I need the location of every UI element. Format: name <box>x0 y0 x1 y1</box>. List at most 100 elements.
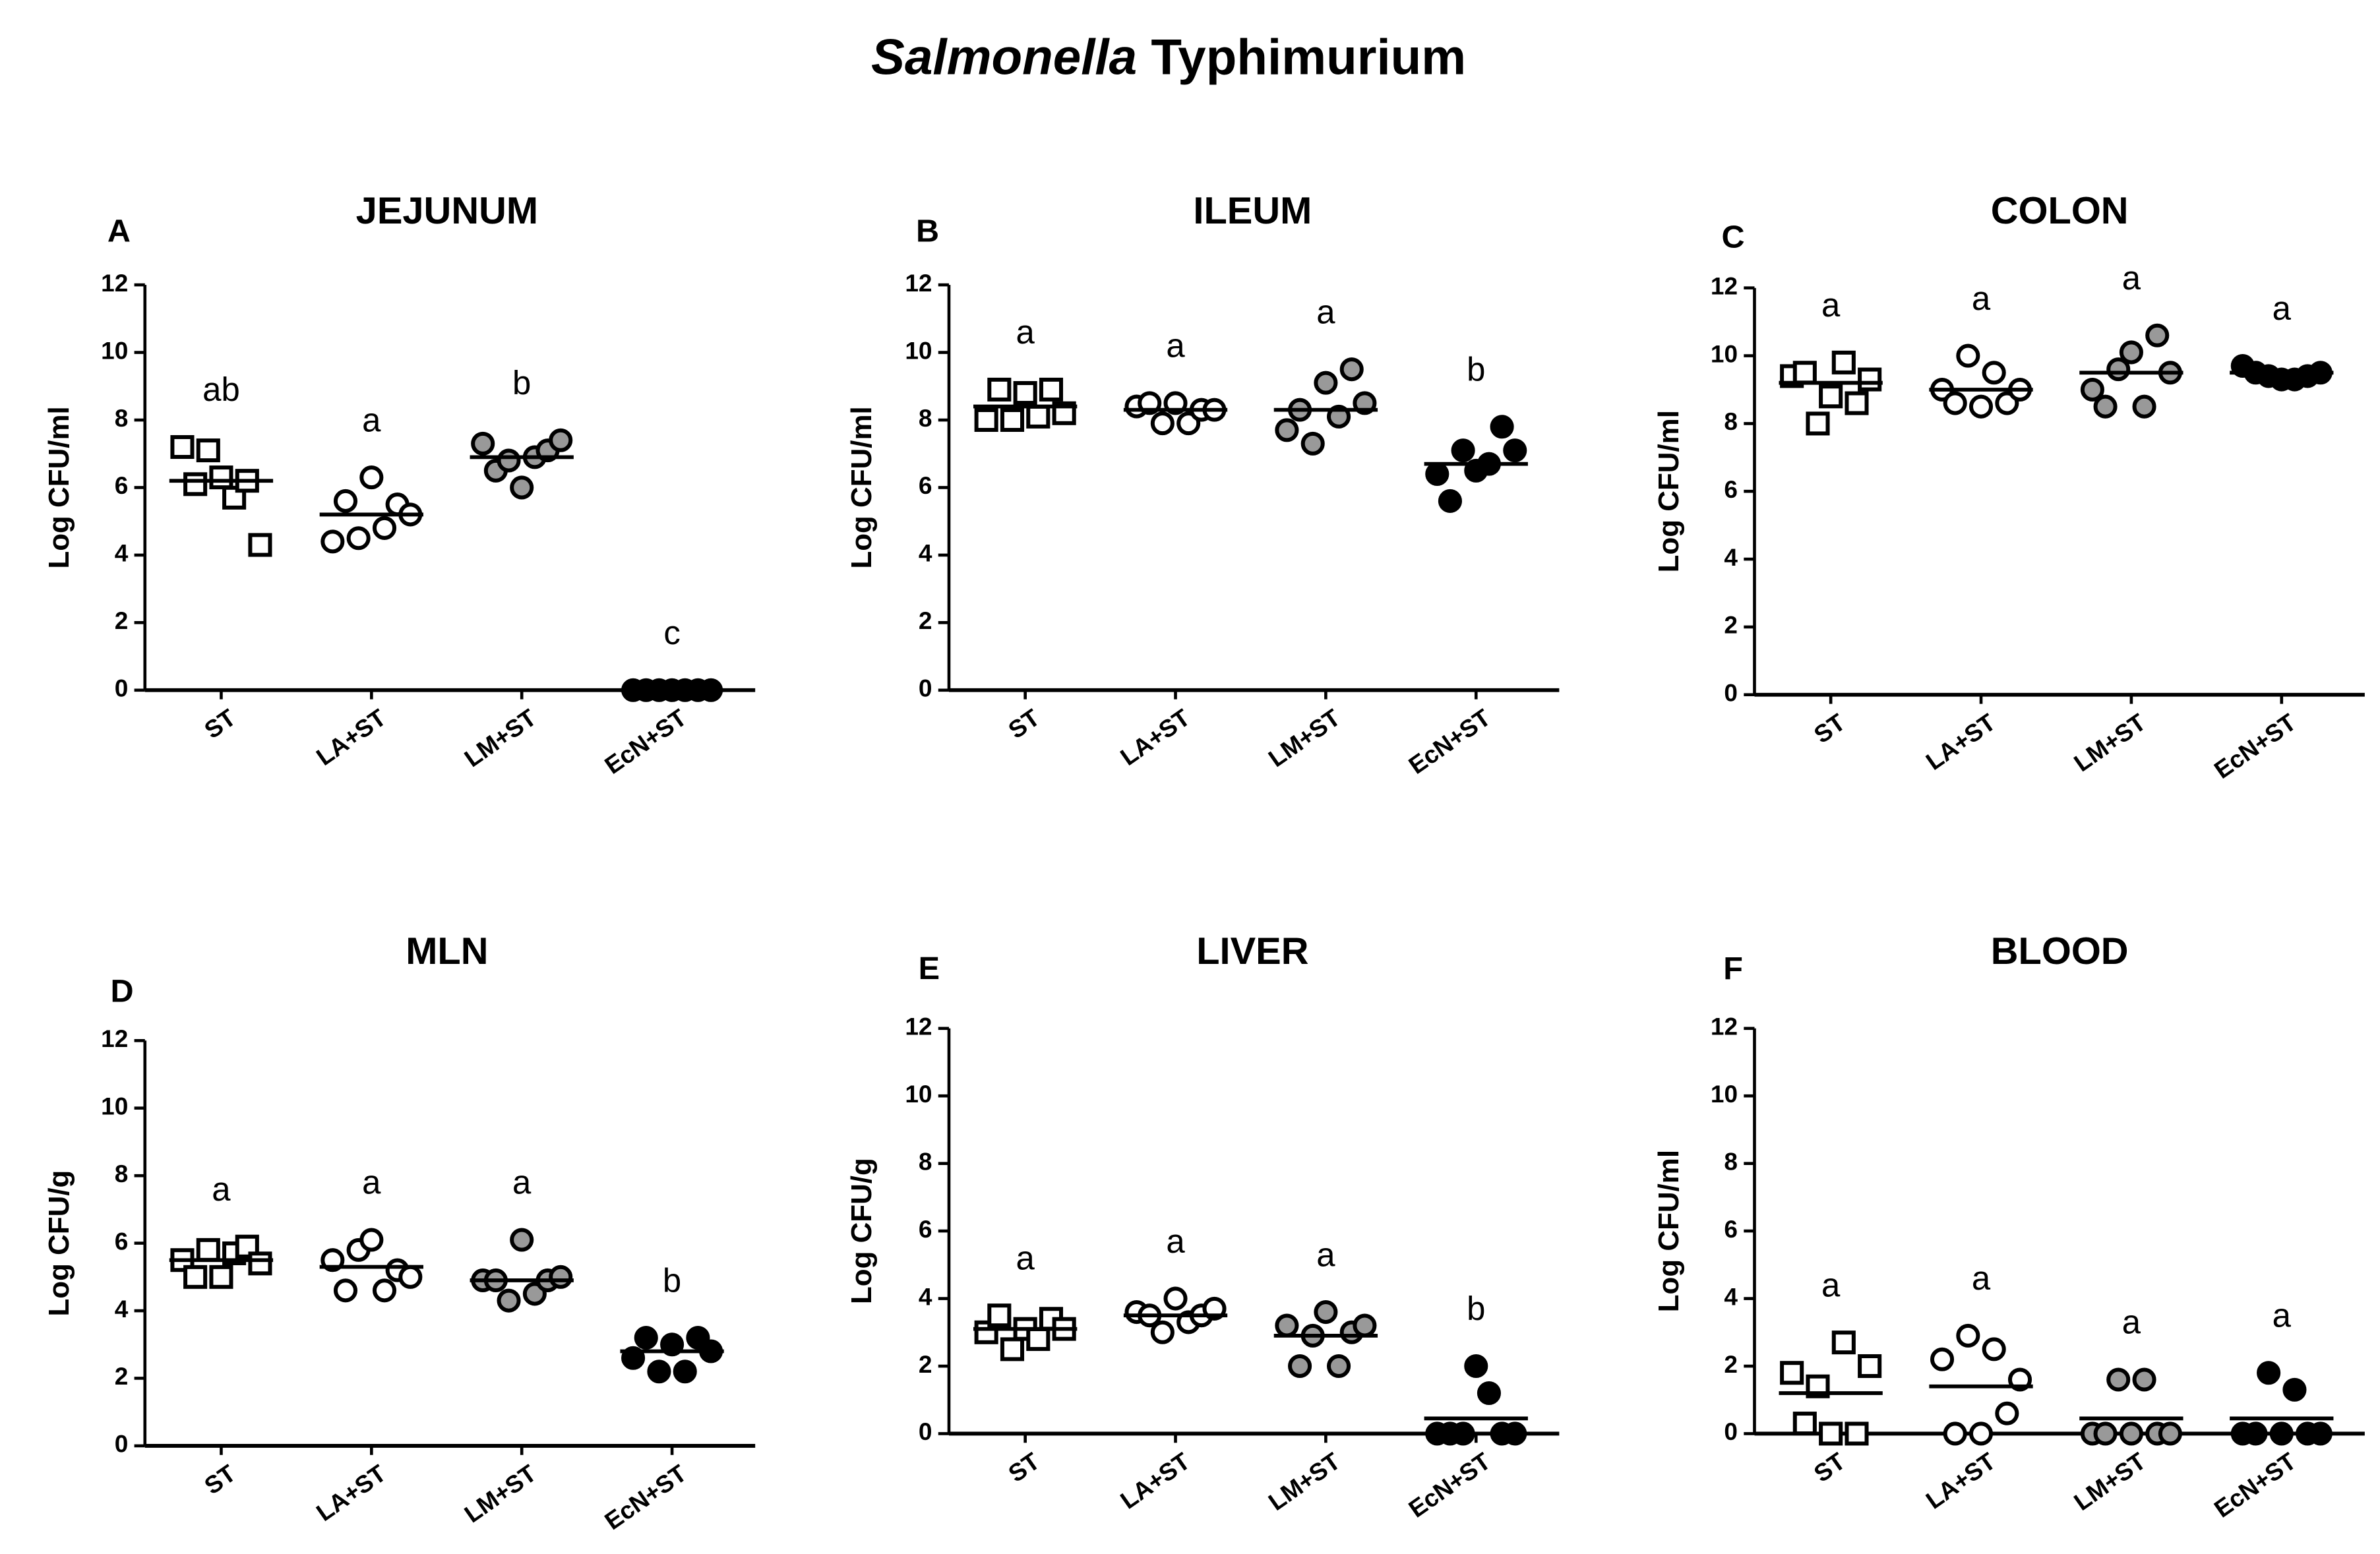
data-point <box>1425 462 1449 486</box>
data-point <box>1275 418 1299 442</box>
data-point <box>209 1265 233 1289</box>
x-tick-label: EcN+ST <box>600 1460 692 1536</box>
panel-title: LIVER <box>1196 930 1308 972</box>
panel: D MLN Log CFU/g 0 2 4 6 8 10 12 ST a LA+ST a LM+ST a EcN… <box>43 930 756 1536</box>
y-tick-label: 2 <box>1724 1351 1738 1378</box>
x-tick-label: LM+ST <box>460 1460 541 1528</box>
data-point <box>1477 1381 1501 1406</box>
y-tick-label: 6 <box>919 1216 932 1243</box>
significance-letter: a <box>1821 286 1841 324</box>
data-point <box>974 1320 998 1344</box>
significance-letter: a <box>212 1170 231 1208</box>
y-tick-label: 2 <box>115 607 129 634</box>
significance-letter: a <box>1166 327 1185 365</box>
data-point <box>1288 1354 1312 1379</box>
data-point <box>1845 1421 1869 1446</box>
data-point <box>1013 381 1037 405</box>
data-point <box>549 1265 573 1289</box>
data-point <box>1995 1401 2019 1425</box>
y-tick-label: 0 <box>919 675 932 702</box>
data-point <box>2093 1421 2118 1446</box>
data-point <box>1503 1421 1527 1446</box>
data-point <box>1339 357 1364 382</box>
data-point <box>1780 1361 1804 1385</box>
data-point <box>673 1360 697 1384</box>
data-point <box>1163 1286 1188 1311</box>
data-point <box>1438 489 1462 513</box>
panel: C COLON Log CFU/ml 0 2 4 6 8 10 12 ST a LA+ST a LM+ST a… <box>1653 190 2365 784</box>
data-point <box>1000 1337 1025 1361</box>
data-point <box>1353 1313 1377 1338</box>
significance-letter: ab <box>202 371 240 408</box>
data-point <box>497 448 521 473</box>
panel-letter: C <box>1722 220 1745 255</box>
significance-letter: a <box>1972 1259 1991 1297</box>
significance-letter: a <box>1316 1236 1335 1273</box>
data-point <box>1858 1354 1882 1379</box>
y-tick-label: 4 <box>115 1296 129 1323</box>
significance-letter: a <box>2122 1303 2141 1341</box>
y-tick-label: 6 <box>115 1228 129 1255</box>
y-tick-label: 10 <box>1711 1081 1738 1108</box>
y-tick-label: 8 <box>115 405 129 432</box>
x-tick-label: ST <box>1004 703 1045 744</box>
y-axis-label: Log CFU/ml <box>1653 1150 1685 1312</box>
x-tick-label: ST <box>1809 708 1850 748</box>
significance-letter: a <box>362 1164 381 1201</box>
panel-letter: D <box>111 973 134 1009</box>
y-tick-label: 0 <box>115 675 129 702</box>
data-point <box>209 465 233 490</box>
data-point <box>1275 1313 1299 1338</box>
x-tick-label: LA+ST <box>1921 708 2001 775</box>
y-tick-label: 12 <box>1711 273 1738 300</box>
x-tick-label: EcN+ST <box>1404 1447 1496 1523</box>
data-point <box>1451 438 1475 463</box>
title-italic: Salmonella <box>871 30 1137 86</box>
data-point <box>359 1228 384 1252</box>
significance-letter: b <box>1467 1290 1485 1327</box>
x-tick-label: EcN+ST <box>1404 703 1496 779</box>
x-tick-label: LM+ST <box>1264 1447 1345 1516</box>
data-point <box>1039 377 1064 402</box>
significance-letter: a <box>1016 313 1035 351</box>
data-point <box>1327 1354 1351 1379</box>
data-point <box>2145 323 2170 347</box>
data-point <box>1464 1354 1488 1379</box>
x-tick-label: LM+ST <box>460 703 541 772</box>
significance-letter: a <box>1821 1266 1841 1303</box>
y-tick-label: 12 <box>905 270 932 297</box>
data-point <box>1451 1421 1475 1446</box>
x-tick-label: LA+ST <box>311 1460 391 1527</box>
panel-title: JEJUNUM <box>356 190 538 232</box>
data-point <box>2282 1377 2307 1402</box>
significance-letter: a <box>1316 293 1335 330</box>
panel-letter: A <box>107 213 131 249</box>
y-tick-label: 0 <box>1724 1418 1738 1445</box>
panel: E LIVER Log CFU/g 0 2 4 6 8 10 12 ST a LA+ST a LM+ST a E… <box>845 930 1560 1523</box>
data-point <box>183 472 208 496</box>
significance-letter: b <box>512 364 531 402</box>
data-point <box>1490 415 1514 439</box>
data-point <box>1314 371 1338 395</box>
x-tick-label: LA+ST <box>1116 703 1196 771</box>
data-point <box>1792 361 1817 385</box>
data-point <box>1858 367 1882 392</box>
y-tick-label: 4 <box>919 1283 932 1310</box>
data-point <box>196 438 220 463</box>
significance-letter: a <box>512 1164 532 1201</box>
data-point <box>248 1251 272 1276</box>
y-tick-label: 8 <box>919 1148 932 1175</box>
data-point <box>1982 1337 2006 1361</box>
y-tick-label: 8 <box>919 405 932 432</box>
x-tick-label: LA+ST <box>311 703 391 771</box>
data-point <box>183 1265 208 1289</box>
x-tick-label: EcN+ST <box>2209 1447 2301 1523</box>
data-point <box>320 529 345 554</box>
data-point <box>2243 1421 2268 1446</box>
y-tick-label: 2 <box>919 607 932 634</box>
data-point <box>2257 1361 2281 1385</box>
x-tick-label: LM+ST <box>2069 1447 2151 1516</box>
data-point <box>333 1278 358 1303</box>
data-point <box>2269 1421 2294 1446</box>
